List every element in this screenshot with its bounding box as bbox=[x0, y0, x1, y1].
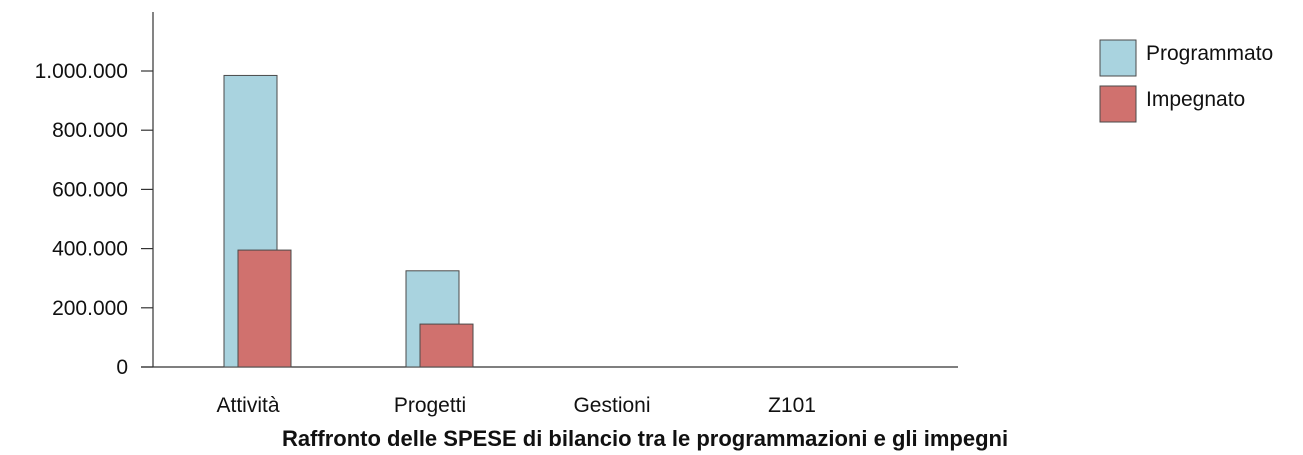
y-tick-label: 200.000 bbox=[52, 297, 128, 320]
x-tick-label: Gestioni bbox=[573, 394, 650, 417]
chart-title: Raffronto delle SPESE di bilancio tra le… bbox=[282, 426, 1008, 451]
x-tick-label: Progetti bbox=[394, 394, 466, 417]
y-tick-label: 1.000.000 bbox=[35, 60, 128, 83]
y-tick-label: 600.000 bbox=[52, 178, 128, 201]
y-axis: 0 200.000 400.000 600.000 800.000 1.000.000 bbox=[35, 12, 154, 379]
legend-label: Programmato bbox=[1146, 42, 1273, 65]
bar-impegnato-0 bbox=[237, 249, 292, 368]
y-tick-label: 800.000 bbox=[52, 119, 128, 142]
bar-impegnato-1 bbox=[419, 323, 474, 368]
legend-label: Impegnato bbox=[1146, 88, 1245, 111]
y-tick-label: 0 bbox=[116, 356, 128, 379]
legend-swatch bbox=[1099, 85, 1137, 123]
legend: Programmato Impegnato bbox=[1099, 39, 1273, 123]
x-axis: Attività Progetti Gestioni Z101 bbox=[141, 366, 958, 417]
x-tick-label: Z101 bbox=[768, 394, 816, 417]
bars bbox=[223, 74, 474, 368]
y-tick-label: 400.000 bbox=[52, 238, 128, 261]
x-tick-label: Attività bbox=[216, 394, 279, 417]
legend-swatch bbox=[1099, 39, 1137, 77]
